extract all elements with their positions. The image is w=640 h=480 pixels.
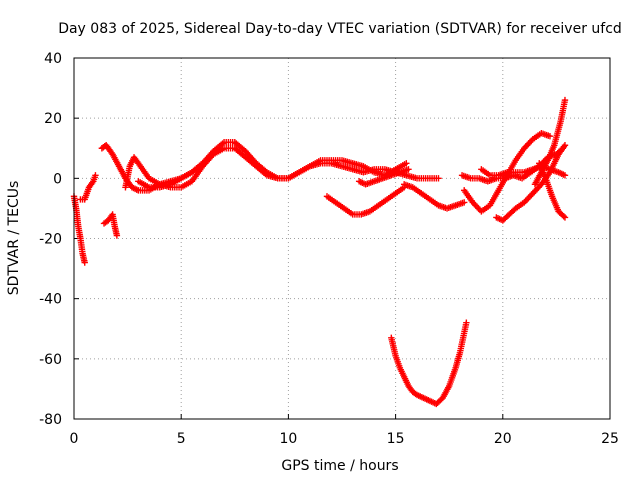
data-point xyxy=(81,259,88,266)
series-arc-9 xyxy=(400,181,468,212)
data-series xyxy=(70,96,569,408)
data-point xyxy=(560,213,567,220)
data-point xyxy=(546,133,554,140)
data-point xyxy=(403,160,410,167)
series-arc-13 xyxy=(478,163,569,179)
series-arc-10 xyxy=(388,319,470,408)
data-point xyxy=(463,319,470,326)
data-point xyxy=(405,166,412,173)
series-arc-8 xyxy=(323,184,408,218)
plot-frame xyxy=(73,57,611,420)
series-arc-7 xyxy=(355,166,412,188)
data-point xyxy=(435,175,442,182)
y-axis-label: SDTVAR / TECUs xyxy=(6,181,22,296)
x-tick-label: 15 xyxy=(387,431,405,447)
series-arc-14 xyxy=(493,142,569,224)
y-tick-label: -20 xyxy=(39,232,62,248)
series-arc-6 xyxy=(135,139,410,191)
data-point xyxy=(561,96,569,104)
grid-lines xyxy=(74,58,610,419)
y-tick-label: -40 xyxy=(39,292,62,308)
y-tick-label: 0 xyxy=(53,171,62,187)
series-arc-3 xyxy=(100,211,121,239)
series-arc-4 xyxy=(98,142,206,194)
series-arc-1 xyxy=(70,193,88,266)
y-tick-label: -80 xyxy=(39,412,62,428)
y-tick-label: 40 xyxy=(44,51,62,67)
x-tick-label: 20 xyxy=(494,431,512,447)
x-tick-label: 10 xyxy=(279,431,297,447)
series-arc-16 xyxy=(536,160,569,221)
data-point xyxy=(92,172,99,179)
data-point xyxy=(561,142,569,149)
data-point xyxy=(113,232,121,239)
x-tick-label: 25 xyxy=(601,431,619,447)
x-tick-label: 0 xyxy=(70,431,79,447)
data-point xyxy=(561,172,569,179)
chart-title: Day 083 of 2025, Sidereal Day-to-day VTE… xyxy=(58,21,622,37)
y-tick-label: 20 xyxy=(44,111,62,127)
y-tick-label: -60 xyxy=(39,352,62,368)
series-arc-2 xyxy=(77,172,99,203)
x-axis-label: GPS time / hours xyxy=(281,458,398,474)
x-tick-label: 5 xyxy=(177,431,186,447)
data-point xyxy=(461,199,468,206)
tick-labels: 0 5 10 15 20 25 -80 -60 -40 -20 0 20 40 xyxy=(39,51,619,447)
data-point xyxy=(561,214,569,221)
